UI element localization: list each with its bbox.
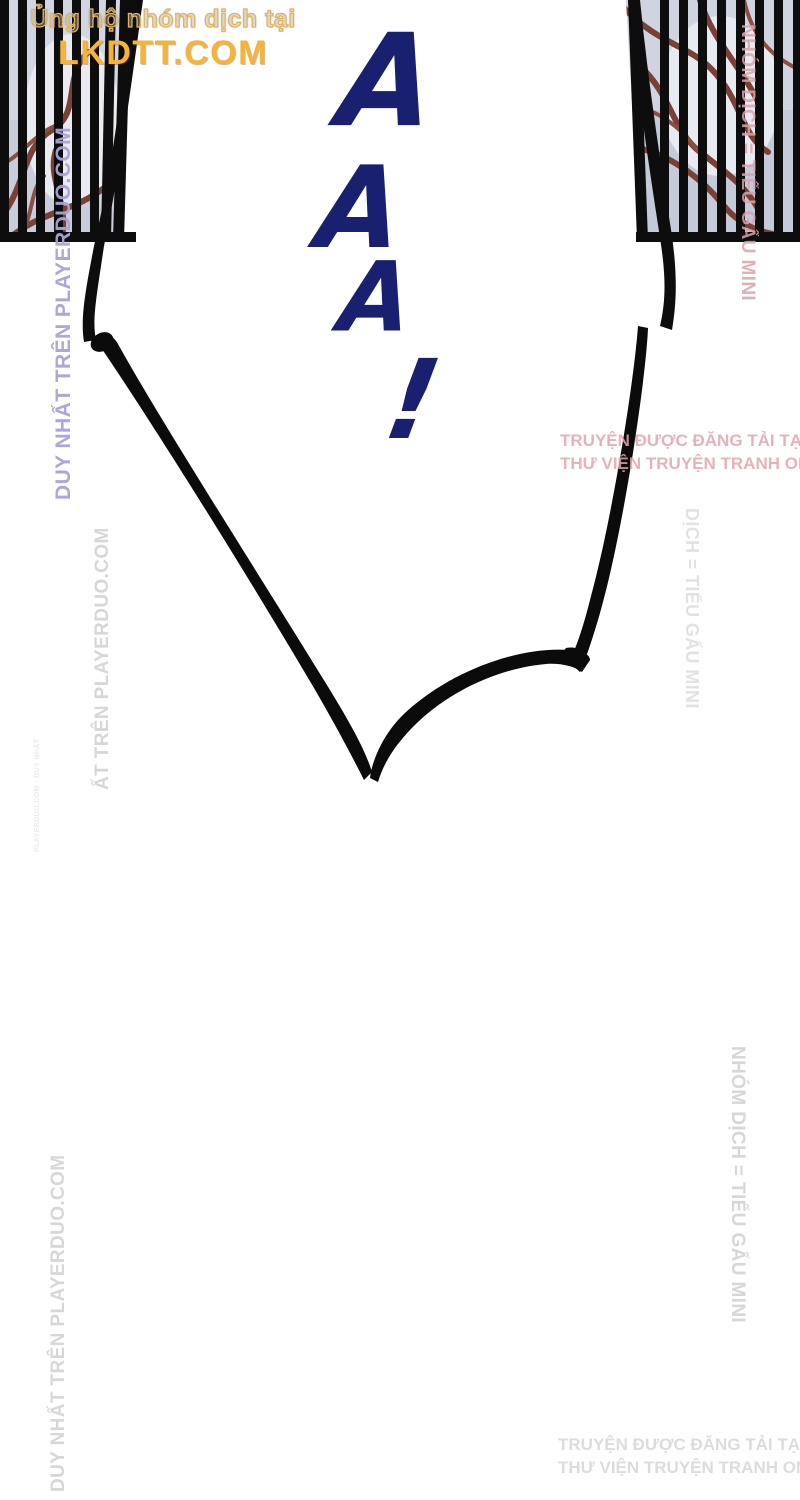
watermark-playerduo-tiny-strip: PLAYERDUO.COM - DUY NHẤT <box>34 738 41 852</box>
watermark-site-bottom-line2: THƯ VIỆN TRUYỆN TRANH ONLINE 01 <box>558 1457 800 1477</box>
sfx-letter-a-1: A <box>332 6 443 156</box>
watermark-site-block-top: TRUYỆN ĐƯỢC ĐĂNG TẢI TẠI THƯ VIỆN TRUYỆN… <box>560 430 800 476</box>
watermark-site-top-line2: THƯ VIỆN TRUYỆN TRANH ONLINE 01 <box>560 453 800 473</box>
watermark-group-top-right: NHÓM DỊCH = TIỂU GẤU MINI <box>737 24 758 302</box>
watermark-site-top-line1: TRUYỆN ĐƯỢC ĐĂNG TẢI TẠI <box>560 431 800 450</box>
watermark-site-block-bottom: TRUYỆN ĐƯỢC ĐĂNG TẢI TẠI THƯ VIỆN TRUYỆN… <box>558 1434 800 1480</box>
support-banner-site[interactable]: LKDTT.COM <box>58 34 268 73</box>
support-banner-line1: Ủng hộ nhóm dịch tại <box>30 5 296 33</box>
support-banner: Ủng hộ nhóm dịch tại LKDTT.COM <box>18 5 308 73</box>
prison-bars-right <box>628 0 800 240</box>
watermark-playerduo-mid-left: ẤT TRÊN PLAYERDUO.COM <box>92 527 113 790</box>
watermark-translator-mid-right: DỊCH = TIỂU GẤU MINI <box>682 508 702 709</box>
watermark-playerduo-bottom-left: DUY NHẤT TRÊN PLAYERDUO.COM <box>48 1154 69 1492</box>
watermark-site-bottom-line1: TRUYỆN ĐƯỢC ĐĂNG TẢI TẠI <box>558 1435 800 1454</box>
right-frame-edge <box>628 0 676 330</box>
right-window-background <box>626 0 800 242</box>
black-brush-v-shape <box>90 326 648 782</box>
watermark-group-bottom-right: NHÓM DỊCH = TIỂU GẤU MINI <box>727 1046 748 1324</box>
sfx-letter-a-3: A <box>334 241 418 354</box>
sfx-exclamation-mark: ! <box>376 336 450 464</box>
watermark-playerduo-top-left: DUY NHẤT TRÊN PLAYERDUO.COM <box>52 126 75 500</box>
